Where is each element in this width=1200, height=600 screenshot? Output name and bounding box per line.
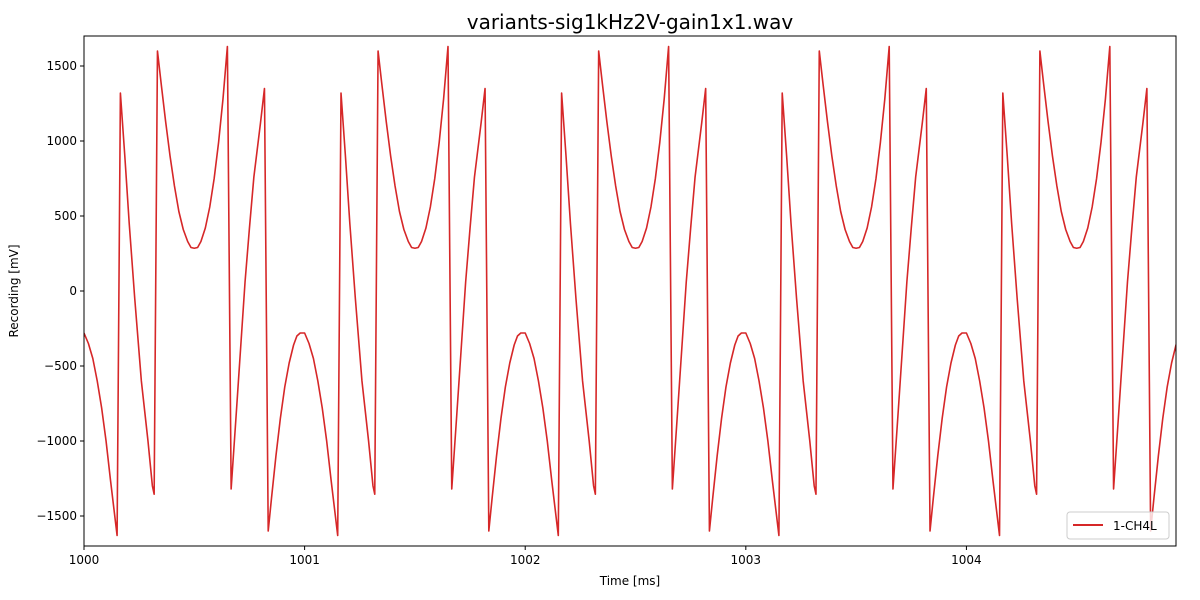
x-tick-label: 1004 [951,553,982,567]
y-tick-label: 500 [54,209,77,223]
series-line-0 [84,45,1176,537]
legend-box [1066,511,1170,540]
chart-title: variants-sig1kHz2V-gain1x1.wav [467,10,794,34]
y-axis-label: Recording [mV] [7,244,21,337]
x-tick-label: 1003 [731,553,762,567]
legend-entry-label: 1-CH4L [1113,519,1157,533]
y-tick-label: 0 [69,284,77,298]
y-tick-label: 1000 [46,134,77,148]
legend: 1-CH4L [1066,511,1170,540]
x-axis: 1000 1001 1002 1003 1004 [69,546,982,567]
y-tick-label: −500 [44,359,77,373]
y-tick-label: −1500 [36,509,77,523]
y-tick-label: 1500 [46,59,77,73]
x-tick-label: 1002 [510,553,541,567]
x-tick-label: 1001 [289,553,320,567]
series-layer [84,45,1176,537]
y-axis: −1500 −1000 −500 0 500 1000 1500 [36,59,84,523]
x-tick-label: 1000 [69,553,100,567]
y-tick-label: −1000 [36,434,77,448]
x-axis-label: Time [ms] [599,574,661,588]
